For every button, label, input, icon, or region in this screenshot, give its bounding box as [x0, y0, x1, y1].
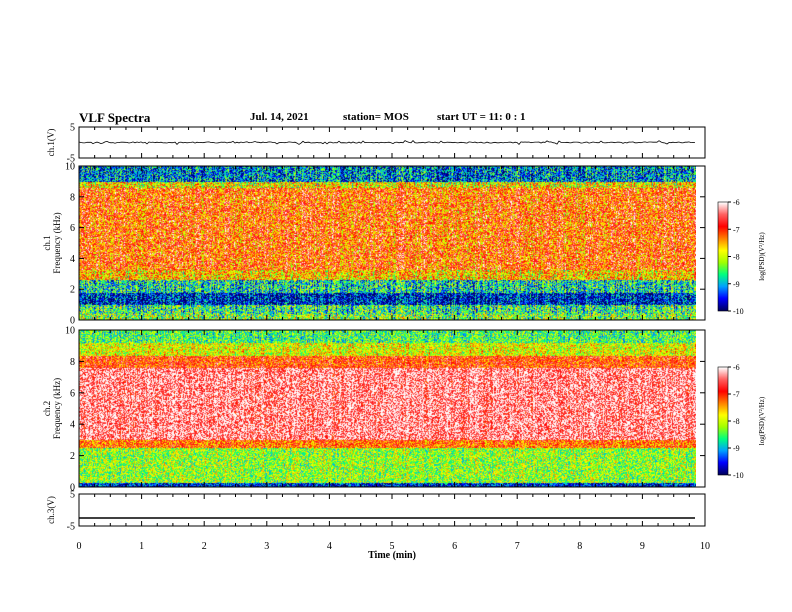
- ch1-colorbar-tick-label: -8: [733, 253, 740, 262]
- ch2-spec-ytick-label: 10: [65, 326, 75, 337]
- x-tick-label: 4: [327, 541, 332, 552]
- ch2-spec-ytick-label: 0: [70, 483, 75, 494]
- ch1-waveform-trace: [78, 140, 696, 145]
- ch3-wave-ytick-label: 5: [70, 490, 75, 501]
- ch2-colorbar: [718, 367, 728, 475]
- ch1-spec-ytick-label: 2: [70, 285, 75, 296]
- ch3-waveform-ylabel: ch.3(V): [46, 496, 56, 524]
- ch2-spec-ytick-label: 4: [70, 420, 75, 431]
- x-tick-label: 9: [640, 541, 645, 552]
- station-label: station= MOS: [343, 111, 409, 123]
- ch2-spec-ytick-label: 2: [70, 451, 75, 462]
- ch1-spectrogram-image: [79, 166, 696, 320]
- x-axis-label: Time (min): [368, 550, 416, 561]
- x-tick-label: 10: [700, 541, 710, 552]
- ch1-colorbar-tick-label: -7: [733, 225, 740, 234]
- x-tick-label: 0: [77, 541, 82, 552]
- ch2-spec-ytick-label: 6: [70, 388, 75, 399]
- ch2-colorbar-tick-label: -9: [733, 444, 740, 453]
- ch2-colorbar-tick-label: -6: [733, 363, 740, 372]
- ch1-colorbar-label: log(PSD)(V²/Hz): [758, 232, 766, 281]
- ch1-spec-ytick-label: 10: [65, 162, 75, 173]
- ch2-colorbar-tick-label: -10: [733, 471, 744, 480]
- ch3-wave-ytick-label: -5: [67, 522, 75, 533]
- x-tick-label: 1: [139, 541, 144, 552]
- x-tick-label: 6: [452, 541, 457, 552]
- ch1-spec-ytick-label: 6: [70, 223, 75, 234]
- start-time-label: start UT = 11: 0 : 1: [437, 111, 526, 123]
- ch2-colorbar-tick-label: -7: [733, 390, 740, 399]
- ch1-wave-ytick-label: -5: [67, 154, 75, 165]
- ch2-spectrogram-image: [79, 330, 696, 487]
- x-tick-label: 5: [390, 541, 395, 552]
- ch2-spectrogram-ylabel: Frequency (kHz): [52, 378, 62, 439]
- ch2-colorbar-label: log(PSD)(V²/Hz): [758, 396, 766, 445]
- ch1-colorbar-tick-label: -6: [733, 198, 740, 207]
- plot-title: VLF Spectra: [79, 110, 151, 125]
- ch1-wave-ytick-label: 5: [70, 123, 75, 134]
- ch2-spec-ytick-label: 8: [70, 357, 75, 368]
- x-tick-label: 2: [202, 541, 207, 552]
- x-tick-label: 7: [515, 541, 520, 552]
- ch1-spec-ytick-label: 4: [70, 254, 75, 265]
- ch1-colorbar-tick-label: -9: [733, 280, 740, 289]
- ch1-waveform-ylabel: ch.1(V): [46, 129, 56, 157]
- x-tick-label: 3: [264, 541, 269, 552]
- ch2-colorbar-tick-label: -8: [733, 417, 740, 426]
- ch1-colorbar-tick-label: -10: [733, 307, 744, 316]
- ch1-spectrogram-ylabel: Frequency (kHz): [52, 212, 62, 273]
- ch1-spectrogram-ylabel: ch.1: [42, 235, 52, 250]
- date-label: Jul. 14, 2021: [250, 111, 309, 123]
- ch1-spec-ytick-label: 8: [70, 192, 75, 203]
- x-tick-label: 8: [577, 541, 582, 552]
- ch1-spec-ytick-label: 0: [70, 316, 75, 327]
- ch1-colorbar: [718, 202, 728, 311]
- ch2-spectrogram-ylabel: ch.2: [42, 401, 52, 416]
